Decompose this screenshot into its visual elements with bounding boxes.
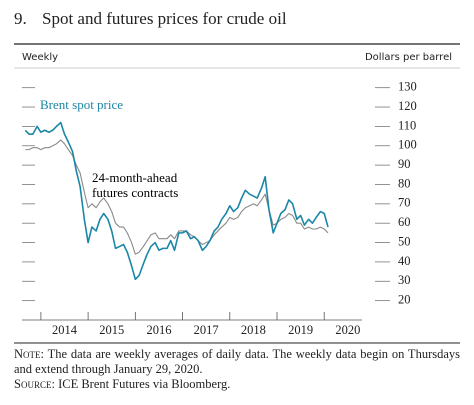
y-tick-label: 60 bbox=[398, 215, 411, 229]
series-label: 24-month-ahead futures contracts bbox=[92, 170, 179, 200]
x-header: Weekly bbox=[22, 52, 58, 63]
x-tick-label: 2017 bbox=[194, 323, 219, 337]
x-tick-label: 2020 bbox=[335, 323, 360, 337]
x-tick-label: 2019 bbox=[288, 323, 313, 337]
x-tick-label: 2015 bbox=[99, 323, 124, 337]
series-label: Brent spot price bbox=[40, 97, 124, 112]
series-line bbox=[24, 121, 329, 281]
source-label: Source: bbox=[14, 377, 55, 391]
note-text: The data are weekly averages of daily da… bbox=[14, 347, 461, 376]
y-tick-label: 100 bbox=[398, 138, 417, 152]
chart-title: Spot and futures prices for crude oil bbox=[42, 9, 287, 28]
note: Note: The data are weekly averages of da… bbox=[14, 347, 460, 377]
y-tick-label: 20 bbox=[398, 293, 411, 307]
notes: Note: The data are weekly averages of da… bbox=[14, 347, 460, 392]
y-tick-label: 80 bbox=[398, 176, 411, 190]
y-tick-label: 50 bbox=[398, 234, 411, 248]
x-tick-label: 2018 bbox=[241, 323, 266, 337]
y-tick-label: 40 bbox=[398, 254, 411, 268]
note-label: Note: bbox=[14, 347, 44, 361]
y-tick-label: 130 bbox=[398, 80, 417, 94]
chart-number: 9. bbox=[14, 9, 27, 28]
y-tick-label: 30 bbox=[398, 273, 411, 287]
source: Source: ICE Brent Futures via Bloomberg. bbox=[14, 377, 460, 392]
y-tick-label: 90 bbox=[398, 157, 411, 171]
y-tick-label: 120 bbox=[398, 99, 417, 113]
y-tick-label: 70 bbox=[398, 196, 411, 210]
source-text: ICE Brent Futures via Bloomberg. bbox=[58, 377, 231, 391]
x-tick-label: 2016 bbox=[146, 323, 171, 337]
y-tick-label: 110 bbox=[398, 118, 416, 132]
y-axis-label: Dollars per barrel bbox=[365, 52, 452, 63]
x-tick-label: 2014 bbox=[52, 323, 78, 337]
